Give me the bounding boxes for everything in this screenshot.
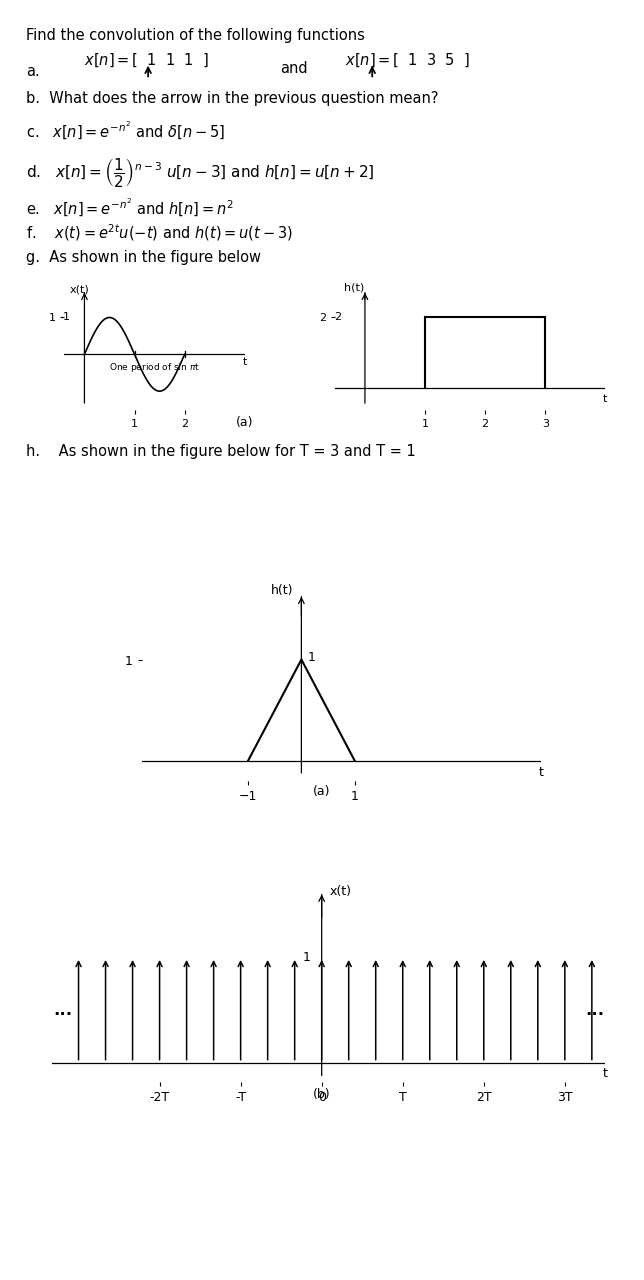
Text: h(t): h(t) xyxy=(271,585,294,598)
Text: 1: 1 xyxy=(303,951,311,964)
Text: ...: ... xyxy=(53,1001,72,1019)
Text: t: t xyxy=(603,393,607,403)
Text: h(t): h(t) xyxy=(344,283,364,293)
Text: e.   $x[n] = e^{-n^2}$ and $h[n] = n^2$: e. $x[n] = e^{-n^2}$ and $h[n] = n^2$ xyxy=(26,196,233,218)
Text: g.  As shown in the figure below: g. As shown in the figure below xyxy=(26,250,261,265)
Text: t: t xyxy=(603,1066,608,1080)
Text: f.    $x(t) = e^{2t}u(-t)$ and $h(t) = u(t-3)$: f. $x(t) = e^{2t}u(-t)$ and $h(t) = u(t-… xyxy=(26,223,293,243)
Text: 2: 2 xyxy=(334,311,341,321)
Text: b.  What does the arrow in the previous question mean?: b. What does the arrow in the previous q… xyxy=(26,91,439,106)
Text: 1: 1 xyxy=(308,652,316,664)
Text: c.   $x[n] = e^{-n^2}$ and $\delta[n-5]$: c. $x[n] = e^{-n^2}$ and $\delta[n-5]$ xyxy=(26,119,225,141)
Text: (a): (a) xyxy=(236,416,254,429)
Text: One period of sin $\pi$t: One period of sin $\pi$t xyxy=(109,361,200,374)
Text: t: t xyxy=(538,765,544,778)
Text: d.   $x[n] = \left(\dfrac{1}{2}\right)^{n-3}$ $u[n-3]$ and $h[n] = u[n+2]$: d. $x[n] = \left(\dfrac{1}{2}\right)^{n-… xyxy=(26,156,374,189)
Text: $x[n] = [$  1  1  1  $]$: $x[n] = [$ 1 1 1 $]$ xyxy=(84,51,209,69)
Text: h.    As shown in the figure below for T = 3 and T = 1: h. As shown in the figure below for T = … xyxy=(26,444,415,460)
Text: x(t): x(t) xyxy=(70,285,89,294)
Text: 1: 1 xyxy=(62,312,70,323)
Text: $x[n] = [$  1  3  5  $]$: $x[n] = [$ 1 3 5 $]$ xyxy=(345,51,469,69)
Text: ...: ... xyxy=(585,1001,604,1019)
Text: (a): (a) xyxy=(313,785,331,797)
Text: Find the convolution of the following functions: Find the convolution of the following fu… xyxy=(26,28,365,44)
Text: and: and xyxy=(280,61,308,77)
Text: (b): (b) xyxy=(313,1088,331,1101)
Text: a.: a. xyxy=(26,64,39,79)
Text: t: t xyxy=(243,357,247,367)
Text: x(t): x(t) xyxy=(330,886,352,899)
